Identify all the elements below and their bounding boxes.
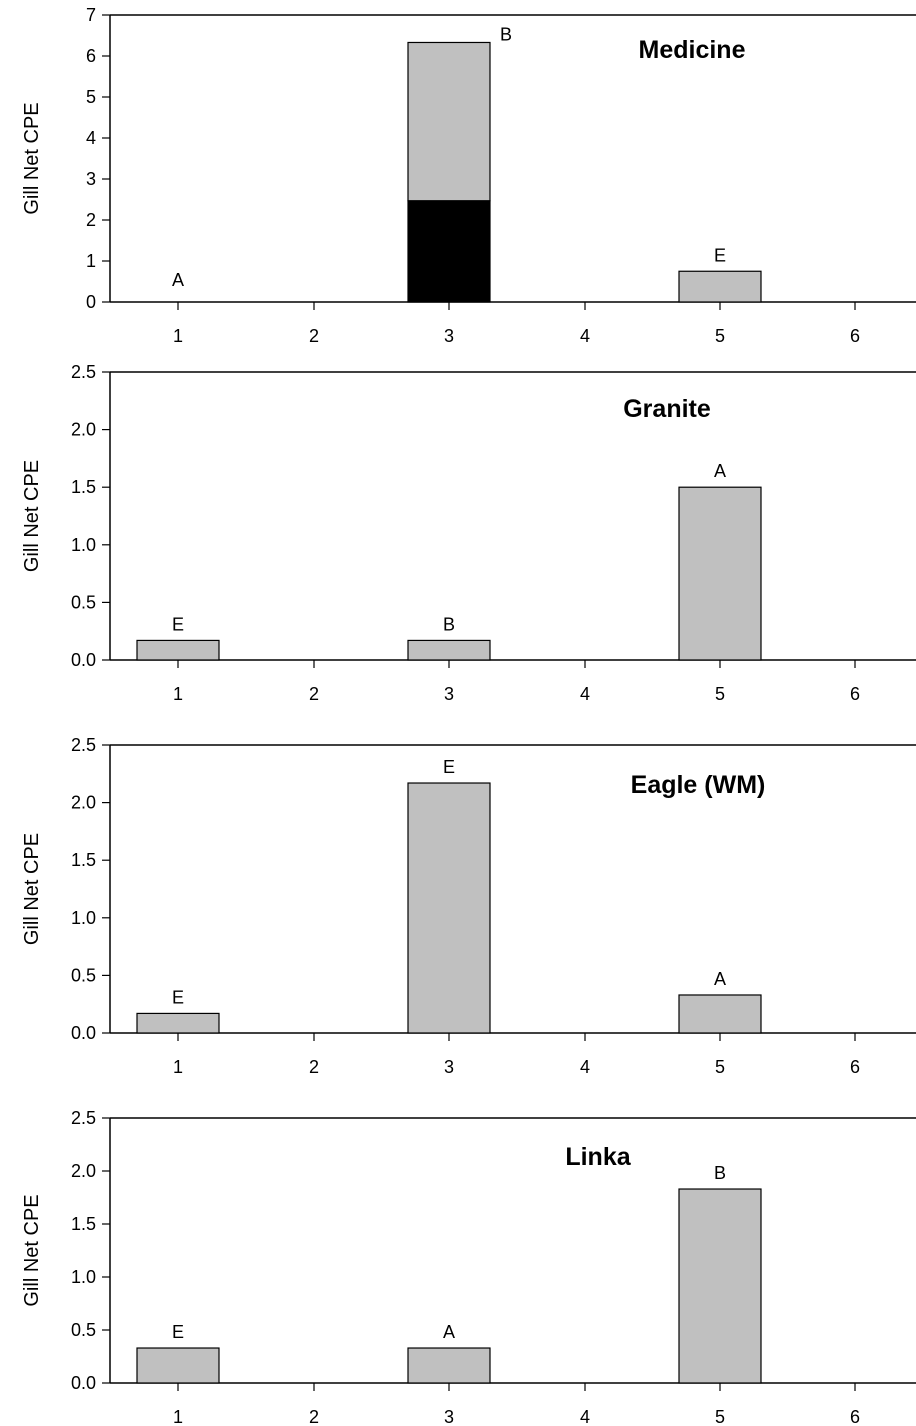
chart-panel-3: 0.0 0.5 1.0 1.5 2.0 2.5 1 2 3 4 5 6 E E A Eagle (WM) Gil… <box>21 735 916 1077</box>
bar-1 <box>136 1347 220 1384</box>
y-tick-label: 2.0 <box>71 420 96 440</box>
y-axis-label: Gill Net CPE <box>21 460 43 572</box>
y-tick-label: 2.0 <box>71 793 96 813</box>
y-axis-label: Gill Net CPE <box>21 833 43 945</box>
x-tick-label: 6 <box>850 1057 860 1077</box>
x-tick-label: 1 <box>173 1057 183 1077</box>
y-tick-label: 1.5 <box>71 477 96 497</box>
y-axis-label: Gill Net CPE <box>21 102 43 214</box>
panel-title: Linka <box>565 1143 631 1171</box>
x-tick-label: 6 <box>850 326 860 346</box>
bar-3-seg1 <box>407 200 491 303</box>
bar-1 <box>136 639 220 661</box>
x-tick-label: 6 <box>850 684 860 704</box>
x-tick-label: 4 <box>580 326 590 346</box>
bar-letter-label: B <box>714 1163 726 1183</box>
x-tick-label: 5 <box>715 1057 725 1077</box>
panel-title: Granite <box>623 395 711 423</box>
bar-letter-label: A <box>172 270 184 290</box>
x-tick-label: 5 <box>715 326 725 346</box>
bar-letter-label: E <box>714 245 726 265</box>
y-axis-label: Gill Net CPE <box>21 1194 43 1306</box>
y-tick-label: 0.5 <box>71 965 96 985</box>
bar-letter-label: E <box>172 1322 184 1342</box>
x-tick-label: 3 <box>444 1407 454 1426</box>
bar-letter-label: B <box>500 24 512 44</box>
x-tick-label: 4 <box>580 684 590 704</box>
x-tick-label: 3 <box>444 326 454 346</box>
y-tick-label: 1 <box>86 251 96 271</box>
x-tick-label: 4 <box>580 1057 590 1077</box>
bar-5-seg2 <box>678 270 762 303</box>
bar-3 <box>407 639 491 661</box>
x-tick-label: 5 <box>715 1407 725 1426</box>
y-tick-label: 2.5 <box>71 1108 96 1128</box>
y-tick-label: 0.5 <box>71 1320 96 1340</box>
bar-3-seg2 <box>407 41 491 202</box>
x-tick-label: 5 <box>715 684 725 704</box>
bar-5 <box>678 994 762 1034</box>
y-tick-label: 0.0 <box>71 1023 96 1043</box>
bar-5 <box>678 1188 762 1384</box>
y-tick-label: 2.0 <box>71 1161 96 1181</box>
y-tick-label: 1.0 <box>71 908 96 928</box>
y-tick-label: 1.5 <box>71 850 96 870</box>
bar-letter-label: A <box>443 1322 455 1342</box>
bar-5 <box>678 486 762 661</box>
bar-1 <box>136 1012 220 1034</box>
x-tick-label: 2 <box>309 684 319 704</box>
y-tick-label: 5 <box>86 87 96 107</box>
x-tick-label: 2 <box>309 1057 319 1077</box>
chart-panel-2: 0.0 0.5 1.0 1.5 2.0 2.5 1 2 3 4 5 6 E B A Granite Gill N… <box>21 362 916 704</box>
bar-letter-label: E <box>172 987 184 1007</box>
x-tick-label: 4 <box>580 1407 590 1426</box>
x-tick-label: 3 <box>444 1057 454 1077</box>
x-tick-label: 6 <box>850 1407 860 1426</box>
chart-panel-1: 0 1 2 3 4 5 6 7 1 2 3 4 5 6 A B E Medicine Gill Net CPE <box>21 5 916 346</box>
y-tick-label: 4 <box>86 128 96 148</box>
bar-letter-label: E <box>443 757 455 777</box>
y-tick-label: 0 <box>86 292 96 312</box>
bar-3 <box>407 782 491 1034</box>
y-tick-label: 2 <box>86 210 96 230</box>
bar-letter-label: E <box>172 614 184 634</box>
y-tick-label: 2.5 <box>71 362 96 382</box>
y-tick-label: 0.0 <box>71 1373 96 1393</box>
y-tick-label: 3 <box>86 169 96 189</box>
y-tick-label: 7 <box>86 5 96 25</box>
chart-panel-4: 0.0 0.5 1.0 1.5 2.0 2.5 1 2 3 4 5 6 E A B Linka Gill Net… <box>21 1108 916 1426</box>
y-tick-label: 1.0 <box>71 535 96 555</box>
bar-letter-label: B <box>443 614 455 634</box>
y-tick-label: 0.0 <box>71 650 96 670</box>
bar-3 <box>407 1347 491 1384</box>
bar-letter-label: A <box>714 461 726 481</box>
x-tick-label: 1 <box>173 1407 183 1426</box>
y-tick-label: 1.0 <box>71 1267 96 1287</box>
x-tick-label: 3 <box>444 684 454 704</box>
y-tick-label: 0.5 <box>71 592 96 612</box>
panel-title: Medicine <box>639 36 746 64</box>
panel-title: Eagle (WM) <box>631 771 766 799</box>
y-tick-label: 2.5 <box>71 735 96 755</box>
bar-letter-label: A <box>714 969 726 989</box>
y-tick-label: 6 <box>86 46 96 66</box>
x-tick-label: 2 <box>309 1407 319 1426</box>
y-tick-label: 1.5 <box>71 1214 96 1234</box>
x-tick-label: 1 <box>173 684 183 704</box>
x-tick-label: 2 <box>309 326 319 346</box>
x-tick-label: 1 <box>173 326 183 346</box>
